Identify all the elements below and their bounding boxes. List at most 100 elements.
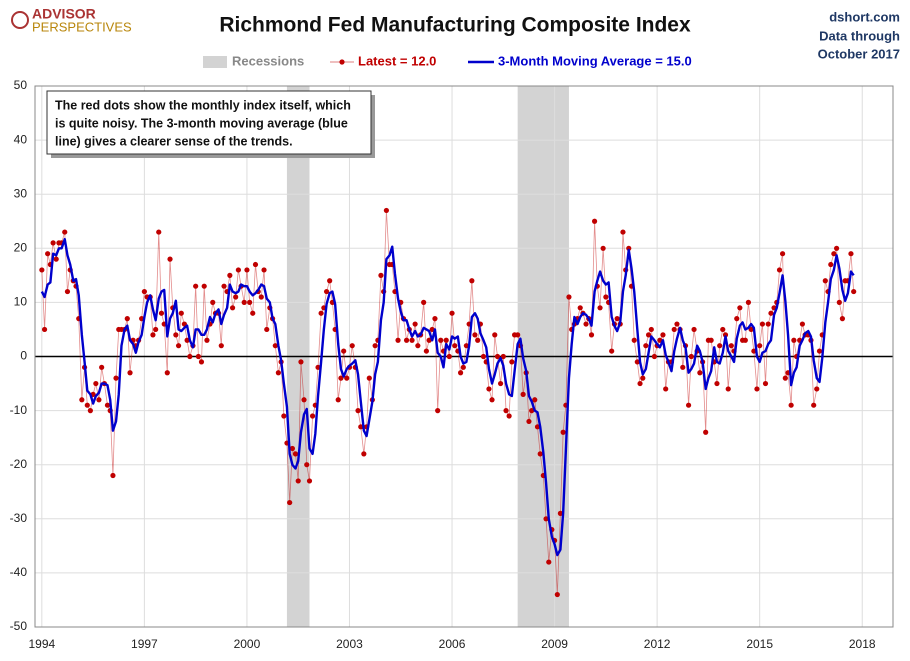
data-point xyxy=(201,283,207,289)
logo-icon xyxy=(11,11,29,29)
data-point xyxy=(714,380,720,387)
data-point xyxy=(788,402,794,408)
data-point xyxy=(833,245,840,251)
data-point xyxy=(415,343,421,349)
data-point xyxy=(509,359,515,365)
data-point xyxy=(554,591,560,598)
data-point xyxy=(233,294,239,300)
data-point xyxy=(423,348,429,354)
data-point xyxy=(110,472,116,479)
data-point xyxy=(164,370,170,376)
data-point xyxy=(395,337,401,343)
data-point xyxy=(489,397,495,403)
y-tick-label: -10 xyxy=(10,403,28,417)
data-point xyxy=(252,261,259,268)
x-tick-label: 2015 xyxy=(746,637,773,651)
chart-title: Richmond Fed Manufacturing Composite Ind… xyxy=(219,14,691,37)
data-point xyxy=(158,310,165,316)
data-point xyxy=(64,288,71,295)
data-point xyxy=(685,402,692,408)
data-point xyxy=(281,413,287,419)
data-point xyxy=(728,343,734,349)
data-point xyxy=(737,305,743,311)
logo-text: ADVISOR xyxy=(32,6,96,22)
data-point xyxy=(768,310,774,316)
data-point xyxy=(848,251,854,257)
data-point xyxy=(660,332,666,338)
y-tick-label: 40 xyxy=(14,132,28,146)
data-point xyxy=(45,251,51,257)
data-point xyxy=(198,359,205,365)
data-point xyxy=(546,559,552,565)
y-tick-label: 30 xyxy=(14,186,28,200)
data-point xyxy=(173,332,179,338)
data-point xyxy=(372,343,378,349)
data-point xyxy=(366,375,372,381)
data-point xyxy=(620,229,626,235)
data-point xyxy=(210,299,216,305)
data-point xyxy=(96,397,102,403)
data-point xyxy=(557,510,563,516)
data-point xyxy=(227,272,233,278)
data-point xyxy=(734,316,740,322)
data-point xyxy=(776,267,783,273)
y-tick-label: -20 xyxy=(10,457,28,471)
data-point xyxy=(338,375,344,381)
data-point xyxy=(791,337,797,343)
data-point xyxy=(631,337,637,343)
data-point xyxy=(637,380,643,387)
data-point xyxy=(304,462,310,468)
y-tick-label: 0 xyxy=(20,349,27,363)
data-point xyxy=(497,380,504,387)
data-point xyxy=(583,321,589,327)
moving-average-line xyxy=(40,237,855,557)
data-point xyxy=(99,364,105,370)
data-point xyxy=(53,256,59,262)
data-point xyxy=(748,326,754,333)
data-point xyxy=(449,310,455,316)
annotation-box xyxy=(46,90,372,155)
data-point xyxy=(383,207,390,214)
data-point xyxy=(566,294,572,300)
data-point xyxy=(50,240,56,246)
data-point xyxy=(438,337,444,343)
data-point xyxy=(634,359,640,365)
data-point xyxy=(250,310,256,316)
data-point xyxy=(691,326,697,333)
logo: ADVISOR PERSPECTIVES xyxy=(11,6,132,34)
data-point xyxy=(443,337,449,343)
annotation-text: line) gives a clearer sense of the trend… xyxy=(55,134,293,148)
x-tick-label: 2000 xyxy=(234,637,261,651)
data-point xyxy=(247,299,253,305)
y-tick-label: 10 xyxy=(14,295,28,309)
x-tick-label: 1997 xyxy=(131,637,158,651)
data-point xyxy=(643,343,649,349)
data-point xyxy=(412,321,418,327)
y-tick-label: -50 xyxy=(10,619,28,633)
data-point xyxy=(378,272,384,278)
annotation: The red dots show the monthly index itse… xyxy=(46,90,375,158)
data-point xyxy=(361,451,367,457)
data-point xyxy=(335,397,341,403)
data-point xyxy=(153,326,159,333)
data-point xyxy=(87,408,93,414)
legend-label: Recessions xyxy=(232,53,304,68)
data-point xyxy=(306,478,313,484)
data-point xyxy=(221,283,227,289)
data-point xyxy=(600,245,606,251)
data-point xyxy=(62,229,68,235)
data-point xyxy=(341,348,347,354)
data-point xyxy=(93,380,99,387)
source: dshort.com xyxy=(829,9,900,24)
data-point xyxy=(671,326,677,333)
data-point xyxy=(318,310,324,316)
data-point xyxy=(703,429,709,435)
data-point xyxy=(229,305,236,311)
data-point xyxy=(358,424,364,430)
data-point xyxy=(680,364,686,370)
data-point xyxy=(298,359,304,365)
x-tick-label: 2003 xyxy=(336,637,363,651)
data-point xyxy=(480,353,487,360)
